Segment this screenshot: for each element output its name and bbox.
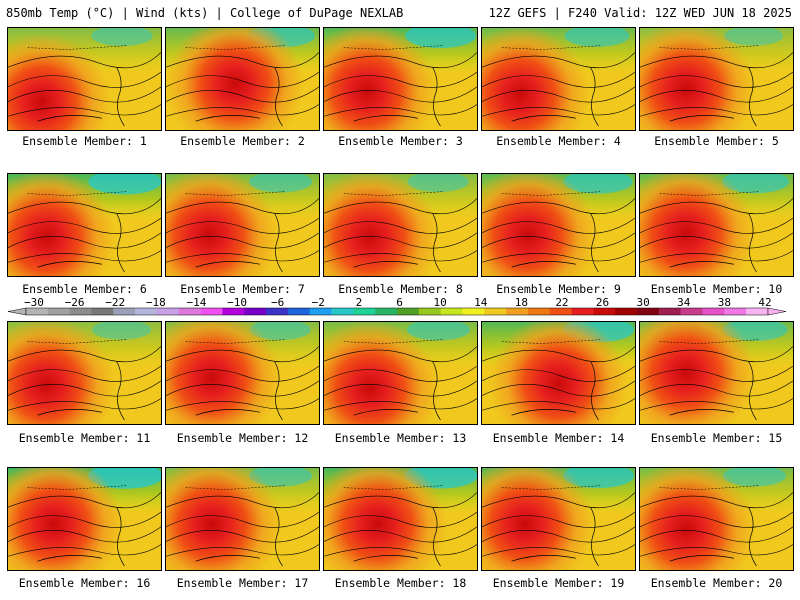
- colorbar-swatch: [724, 308, 747, 315]
- colorbar-swatch: [549, 308, 572, 315]
- member-map-panel: [323, 173, 478, 277]
- member-caption: Ensemble Member: 10: [650, 282, 783, 296]
- member-caption: Ensemble Member: 6: [22, 282, 147, 296]
- colorbar-swatch: [287, 308, 311, 315]
- member-caption: Ensemble Member: 14: [492, 431, 625, 445]
- colorbar-tick-label: −2: [312, 296, 325, 309]
- colorbar-tick-label: −30: [24, 296, 44, 309]
- member-caption: Ensemble Member: 12: [176, 431, 309, 445]
- colorbar-swatch: [69, 308, 92, 315]
- colorbar-swatch: [680, 308, 703, 315]
- member-caption: Ensemble Member: 3: [338, 134, 463, 148]
- member-caption: Ensemble Member: 16: [18, 576, 151, 590]
- colorbar-swatch: [222, 308, 245, 315]
- member-caption: Ensemble Member: 19: [492, 576, 625, 590]
- colorbar-tick-label: 10: [433, 296, 446, 309]
- member-map-panel: [323, 27, 478, 131]
- colorbar-swatch: [135, 308, 158, 315]
- member-map-panel: [639, 173, 794, 277]
- colorbar-tick-label: −14: [187, 296, 207, 309]
- temperature-colorbar: −30 −26 −22 −18 −14 −10 −6 −2 2 6 10 14 18 22 26 30 34 38…: [7, 296, 787, 316]
- member-map-panel: [481, 467, 636, 571]
- member-map-panel: [639, 467, 794, 571]
- member-map-panel: [165, 27, 320, 131]
- colorbar-tick-label: 2: [356, 296, 363, 309]
- colorbar-tick-label: −6: [271, 296, 284, 309]
- member-map-panel: [481, 27, 636, 131]
- colorbar-swatch: [178, 308, 201, 315]
- member-map-panel: [7, 467, 162, 571]
- colorbar-swatch: [26, 308, 49, 315]
- member-caption: Ensemble Member: 4: [496, 134, 621, 148]
- model-valid-time: 12Z GEFS | F240 Valid: 12Z WED JUN 18 20…: [488, 6, 792, 20]
- colorbar-tick-label: 18: [515, 296, 528, 309]
- colorbar-swatch: [658, 308, 682, 315]
- colorbar-swatch: [331, 308, 354, 315]
- member-caption: Ensemble Member: 8: [338, 282, 463, 296]
- member-map-panel: [165, 467, 320, 571]
- member-caption: Ensemble Member: 5: [654, 134, 779, 148]
- member-caption: Ensemble Member: 17: [176, 576, 309, 590]
- colorbar-swatch: [615, 308, 638, 315]
- colorbar-swatch: [353, 308, 376, 315]
- member-caption: Ensemble Member: 1: [22, 134, 147, 148]
- colorbar-swatch: [637, 308, 660, 315]
- member-map-panel: [7, 173, 162, 277]
- colorbar-tick-label: 14: [474, 296, 488, 309]
- member-map-panel: [323, 321, 478, 425]
- colorbar-tick-label: −10: [227, 296, 247, 309]
- member-caption: Ensemble Member: 15: [650, 431, 783, 445]
- member-caption: Ensemble Member: 7: [180, 282, 305, 296]
- colorbar-swatch: [244, 308, 267, 315]
- colorbar-swatch: [506, 308, 529, 315]
- colorbar-swatch: [397, 308, 420, 315]
- member-map-panel: [639, 27, 794, 131]
- colorbar-swatch: [746, 308, 769, 315]
- colorbar-tick-label: 42: [758, 296, 771, 309]
- colorbar-tick-label: −26: [65, 296, 85, 309]
- member-map-panel: [7, 27, 162, 131]
- colorbar-swatch: [484, 308, 507, 315]
- colorbar-swatch: [91, 308, 114, 315]
- member-caption: Ensemble Member: 18: [334, 576, 467, 590]
- colorbar-swatch: [200, 308, 223, 315]
- member-caption: Ensemble Member: 13: [334, 431, 467, 445]
- member-map-panel: [7, 321, 162, 425]
- member-map-panel: [165, 321, 320, 425]
- colorbar-tick-label: 34: [677, 296, 691, 309]
- colorbar-swatch: [309, 308, 332, 315]
- colorbar-tick-label: 22: [555, 296, 568, 309]
- colorbar-swatch: [156, 308, 180, 315]
- member-map-panel: [639, 321, 794, 425]
- colorbar-swatch: [375, 308, 398, 315]
- colorbar-swatch: [266, 308, 289, 315]
- member-map-panel: [165, 173, 320, 277]
- colorbar-swatch: [47, 308, 70, 315]
- member-map-panel: [481, 173, 636, 277]
- member-caption: Ensemble Member: 11: [18, 431, 151, 445]
- colorbar-tick-label: 30: [637, 296, 650, 309]
- colorbar-swatch: [462, 308, 485, 315]
- colorbar-swatch: [702, 308, 725, 315]
- colorbar-swatch: [113, 308, 136, 315]
- colorbar-swatch: [571, 308, 594, 315]
- member-caption: Ensemble Member: 20: [650, 576, 783, 590]
- colorbar-tick-label: 26: [596, 296, 609, 309]
- colorbar-tick-label: −22: [105, 296, 125, 309]
- member-caption: Ensemble Member: 2: [180, 134, 305, 148]
- member-caption: Ensemble Member: 9: [496, 282, 621, 296]
- colorbar-tick-label: 38: [718, 296, 731, 309]
- colorbar-swatch: [418, 308, 441, 315]
- colorbar-swatch: [593, 308, 616, 315]
- member-map-panel: [323, 467, 478, 571]
- colorbar-tick-label: 6: [396, 296, 403, 309]
- colorbar-tick-label: −18: [146, 296, 166, 309]
- colorbar-swatch: [527, 308, 551, 315]
- chart-title: 850mb Temp (°C) | Wind (kts) | College o…: [6, 6, 404, 20]
- member-map-panel: [481, 321, 636, 425]
- colorbar-swatch: [440, 308, 463, 315]
